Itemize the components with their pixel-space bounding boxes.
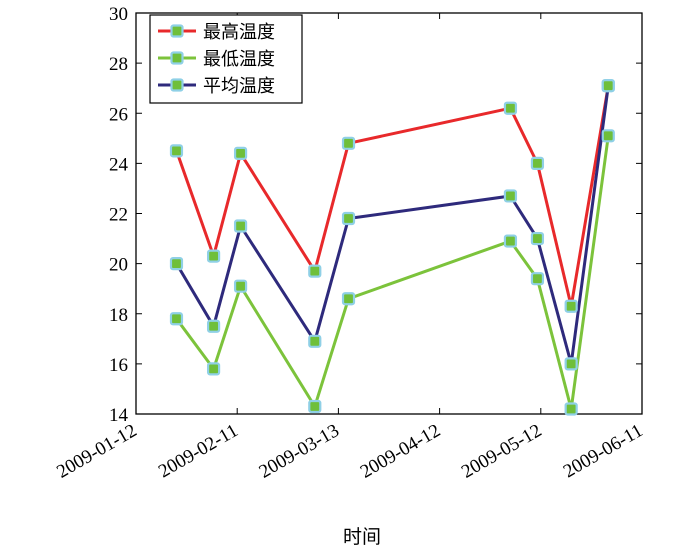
x-tick-label: 2009-03-13 [256, 420, 343, 483]
data-point-series-2 [530, 272, 545, 286]
x-axis-label: 时间 [343, 526, 381, 548]
y-tick-label: 30 [109, 4, 128, 25]
data-point-series-1 [233, 146, 248, 160]
y-tick-label: 22 [109, 205, 128, 226]
data-point-series-1 [169, 144, 184, 158]
legend-label: 平均温度 [203, 76, 275, 97]
data-point-series-3 [206, 319, 221, 333]
y-axis: 14 16 18 20 22 24 26 28 30 [109, 4, 642, 426]
y-tick-label: 24 [109, 154, 129, 175]
data-point-series-3 [530, 231, 545, 246]
x-tick-label: 2009-05-12 [458, 420, 545, 483]
data-point-series-2 [503, 234, 518, 248]
data-point-series-3 [233, 219, 248, 233]
x-tick-label: 2009-06-11 [560, 420, 647, 482]
data-point-series-3 [308, 334, 322, 348]
data-point-series-3 [169, 257, 184, 271]
data-point-series-3 [341, 211, 356, 226]
data-point-series-2 [564, 402, 578, 416]
y-tick-label: 18 [109, 305, 128, 326]
data-point-series-3 [564, 357, 578, 371]
y-tick-label: 28 [109, 54, 128, 75]
y-tick-label: 26 [109, 104, 128, 125]
data-point-series-1 [341, 136, 356, 150]
data-point-series-2 [233, 279, 248, 293]
x-tick-label: 2009-04-12 [357, 420, 444, 483]
y-tick-label: 20 [109, 255, 128, 276]
data-point-series-2 [169, 312, 184, 326]
x-tick-label: 2009-01-12 [53, 420, 140, 483]
data-point-series-2 [601, 129, 615, 143]
legend-marker [170, 78, 184, 92]
data-point-series-2 [206, 362, 221, 376]
data-point-series-3 [601, 79, 615, 93]
data-point-series-1 [530, 156, 545, 170]
y-tick-label: 14 [109, 405, 129, 426]
legend-label: 最高温度 [203, 22, 275, 43]
data-point-series-1 [503, 101, 518, 115]
data-point-series-2 [308, 399, 322, 414]
legend-label: 最低温度 [203, 49, 275, 70]
data-point-series-2 [341, 292, 356, 306]
series-layer [169, 79, 615, 416]
y-tick-label: 16 [109, 355, 128, 376]
data-point-series-1 [564, 299, 578, 313]
data-point-series-3 [503, 189, 518, 203]
legend-marker [170, 51, 184, 65]
legend-marker [170, 24, 184, 38]
x-tick-label: 2009-02-11 [155, 420, 242, 482]
data-point-series-1 [206, 249, 221, 263]
data-point-series-1 [308, 264, 322, 278]
